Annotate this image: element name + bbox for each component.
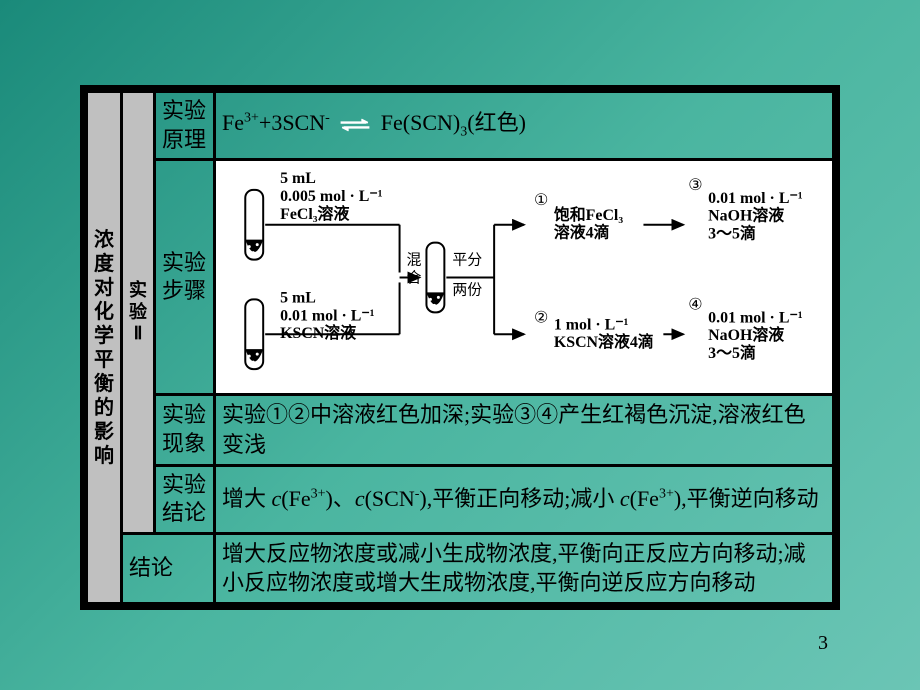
principle-product: Fe(SCN)3(红色)	[381, 110, 526, 135]
row-label-principle: 实验原理	[155, 92, 215, 160]
conclusion-content: 增大 c(Fe3+)、c(SCN-),平衡正向移动;减小 c(Fe3+),平衡逆…	[215, 465, 834, 533]
split-label2: 两份	[452, 282, 482, 299]
branch2-num: ②	[534, 309, 548, 326]
center-tube-icon	[426, 243, 444, 313]
branch2-text2: KSCN溶液4滴	[554, 332, 654, 351]
test-tube-2-icon	[245, 300, 263, 370]
slide-frame: 浓度对化学平衡的影响 实验Ⅱ 实验原理 Fe3++3SCN- Fe(SCN)3(…	[80, 85, 840, 610]
branch3-text1: 0.01 mol · L⁻¹	[708, 190, 803, 207]
side-label-concentration: 浓度对化学平衡的影响	[87, 92, 122, 604]
row-label-final: 结论	[122, 533, 215, 603]
branch1-text1: 饱和FeCl₃	[554, 205, 623, 224]
branch1-num: ①	[534, 192, 548, 209]
split-label1: 平分	[452, 252, 482, 269]
branch4-text3: 3～5滴	[708, 343, 756, 362]
page-number: 3	[818, 632, 828, 655]
equilibrium-arrow-icon	[339, 117, 371, 133]
experiment-table: 浓度对化学平衡的影响 实验Ⅱ 实验原理 Fe3++3SCN- Fe(SCN)3(…	[85, 90, 835, 605]
branch1-text2: 溶液4滴	[554, 223, 610, 242]
tube2-name: KSCN溶液	[280, 323, 356, 342]
tube2-conc: 0.01 mol · L⁻¹	[280, 307, 375, 324]
branch3-text3: 3～5滴	[708, 224, 756, 243]
branch4-text1: 0.01 mol · L⁻¹	[708, 309, 803, 326]
steps-diagram-cell: 5 mL 0.005 mol · L⁻¹ FeCl₃溶液 5 mL 0.01 m…	[215, 160, 834, 395]
experiment-diagram: 5 mL 0.005 mol · L⁻¹ FeCl₃溶液 5 mL 0.01 m…	[222, 165, 826, 384]
phenomenon-content: 实验①②中溶液红色加深;实验③④产生红褐色沉淀,溶液红色变浅	[215, 395, 834, 465]
side-label-experiment: 实验Ⅱ	[122, 92, 155, 534]
tube1-conc: 0.005 mol · L⁻¹	[280, 188, 383, 205]
row-label-phenomenon: 实验现象	[155, 395, 215, 465]
principle-text: Fe3++3SCN-	[222, 110, 330, 135]
branch4-num: ④	[688, 297, 702, 314]
branch3-num: ③	[688, 177, 702, 194]
final-content: 增大反应物浓度或减小生成物浓度,平衡向正反应方向移动;减小反应物浓度或增大生成物…	[215, 533, 834, 603]
tube2-volume: 5 mL	[280, 290, 316, 307]
test-tube-1-icon	[245, 190, 263, 260]
tube1-name: FeCl₃溶液	[280, 204, 349, 223]
tube1-volume: 5 mL	[280, 170, 316, 187]
branch3-text2: NaOH溶液	[708, 206, 784, 225]
mix-label: 混	[407, 252, 422, 269]
branch4-text2: NaOH溶液	[708, 325, 784, 344]
principle-content: Fe3++3SCN- Fe(SCN)3(红色)	[215, 92, 834, 160]
mix-label2: 合	[407, 270, 422, 287]
row-label-conclusion: 实验结论	[155, 465, 215, 533]
branch2-text1: 1 mol · L⁻¹	[554, 316, 629, 333]
row-label-steps: 实验步骤	[155, 160, 215, 395]
